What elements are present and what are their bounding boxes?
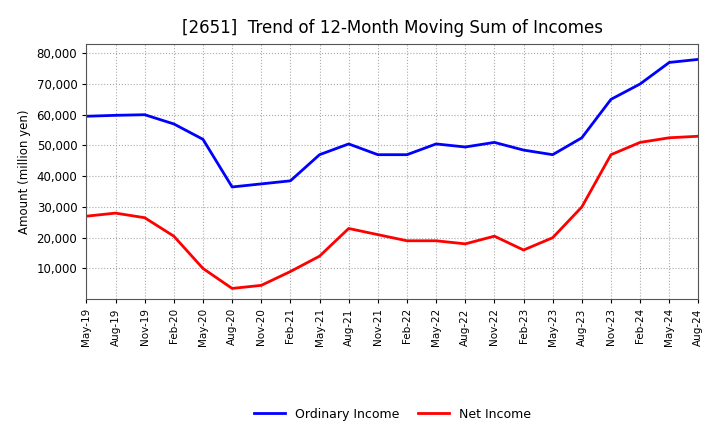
- Ordinary Income: [577, 135, 586, 140]
- Net Income: [461, 241, 469, 246]
- Ordinary Income: [82, 114, 91, 119]
- Net Income: [315, 253, 324, 259]
- Net Income: [694, 134, 703, 139]
- Title: [2651]  Trend of 12-Month Moving Sum of Incomes: [2651] Trend of 12-Month Moving Sum of I…: [182, 19, 603, 37]
- Ordinary Income: [257, 181, 266, 187]
- Net Income: [549, 235, 557, 240]
- Legend: Ordinary Income, Net Income: Ordinary Income, Net Income: [248, 403, 536, 425]
- Net Income: [490, 234, 499, 239]
- Net Income: [257, 283, 266, 288]
- Net Income: [344, 226, 353, 231]
- Ordinary Income: [549, 152, 557, 158]
- Ordinary Income: [111, 113, 120, 118]
- Ordinary Income: [140, 112, 149, 117]
- Net Income: [111, 210, 120, 216]
- Net Income: [140, 215, 149, 220]
- Net Income: [665, 135, 674, 140]
- Net Income: [432, 238, 441, 243]
- Net Income: [199, 266, 207, 271]
- Ordinary Income: [607, 97, 616, 102]
- Net Income: [636, 140, 644, 145]
- Ordinary Income: [374, 152, 382, 158]
- Ordinary Income: [694, 57, 703, 62]
- Net Income: [82, 213, 91, 219]
- Ordinary Income: [344, 141, 353, 147]
- Ordinary Income: [519, 147, 528, 153]
- Net Income: [519, 247, 528, 253]
- Net Income: [577, 204, 586, 209]
- Line: Ordinary Income: Ordinary Income: [86, 59, 698, 187]
- Ordinary Income: [665, 60, 674, 65]
- Ordinary Income: [286, 178, 294, 183]
- Ordinary Income: [169, 121, 178, 127]
- Net Income: [374, 232, 382, 237]
- Ordinary Income: [315, 152, 324, 158]
- Ordinary Income: [228, 184, 236, 190]
- Ordinary Income: [199, 137, 207, 142]
- Line: Net Income: Net Income: [86, 136, 698, 289]
- Net Income: [228, 286, 236, 291]
- Ordinary Income: [490, 140, 499, 145]
- Net Income: [402, 238, 411, 243]
- Net Income: [286, 269, 294, 274]
- Net Income: [169, 234, 178, 239]
- Ordinary Income: [636, 81, 644, 87]
- Y-axis label: Amount (million yen): Amount (million yen): [18, 110, 31, 234]
- Net Income: [607, 152, 616, 158]
- Ordinary Income: [432, 141, 441, 147]
- Ordinary Income: [402, 152, 411, 158]
- Ordinary Income: [461, 144, 469, 150]
